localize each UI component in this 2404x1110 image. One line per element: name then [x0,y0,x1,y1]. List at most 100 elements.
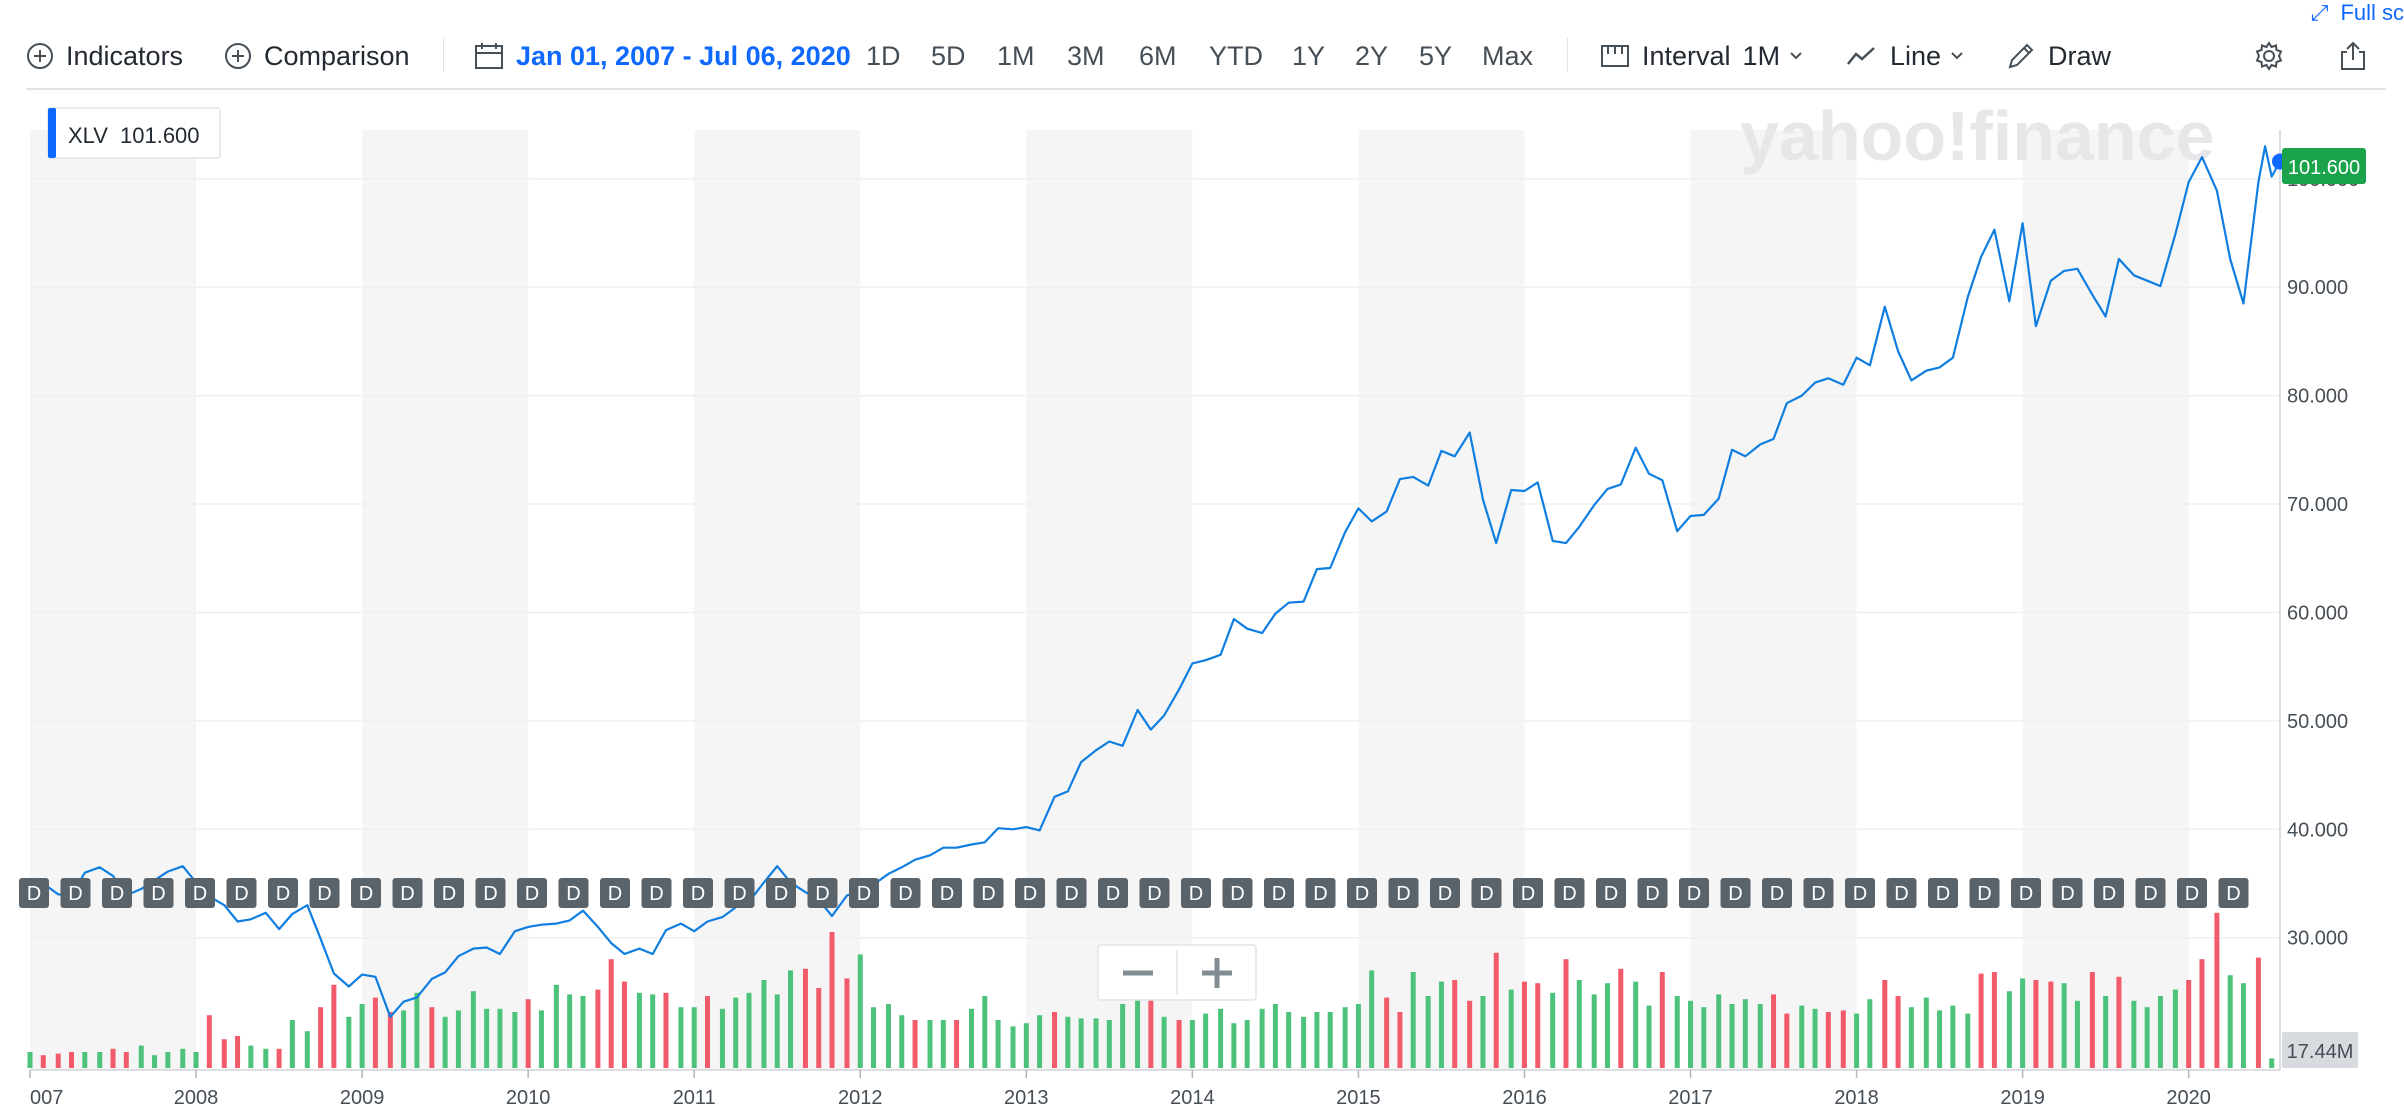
range-max[interactable]: Max [1482,40,1534,71]
volume-bar [995,1020,1001,1068]
volume-bar [525,999,531,1068]
volume-bar [346,1016,352,1068]
volume-bar [1218,1008,1224,1068]
indicators-button[interactable]: Indicators [26,38,183,74]
volume-bar [97,1052,103,1068]
dividend-marker [600,878,630,908]
dividend-marker-label: D [1479,883,1493,905]
dividend-marker [766,878,796,908]
volume-bar [1093,1018,1099,1068]
toolbar-divider-line [26,88,2386,90]
volume-bar [1106,1020,1112,1068]
date-range-picker[interactable]: Jan 01, 2007 - Jul 06, 2020 [474,38,851,74]
volume-bar [1010,1026,1016,1068]
volume-bar [276,1048,282,1068]
dividend-marker [724,878,755,908]
dividend-marker-label: D [1023,883,1037,905]
comparison-button[interactable]: Comparison [224,38,410,74]
share-button[interactable] [2338,38,2368,74]
volume-bar [27,1052,33,1068]
year-band [362,130,529,1070]
price-axis: 100.00090.00080.00070.00060.00050.00040.… [2279,130,2359,1070]
fullscreen-button[interactable]: ⤢ Full sc [2311,0,2404,26]
volume-label: 17.44M [2287,1041,2354,1063]
range-5y[interactable]: 5Y [1419,40,1453,71]
interval-value: 1M [1742,40,1781,71]
year-bands [30,130,2189,1070]
volume-bar [152,1055,158,1068]
dividend-marker-label: D [1064,883,1078,905]
plus-circle-icon [225,43,251,69]
dividend-marker [1347,878,1377,908]
dividend-marker [1845,878,1875,908]
range-1d[interactable]: 1D [866,40,901,71]
toolbar-divider [443,38,444,72]
volume-bar [954,1020,960,1068]
volume-bar [165,1052,171,1068]
volume-bar [719,1008,725,1068]
volume-bar [2214,912,2220,1068]
draw-button[interactable]: Draw [2006,38,2111,74]
volume-bar [123,1052,129,1068]
x-tick-label: 2010 [506,1087,551,1109]
expand-icon: ⤢ [2310,0,2329,25]
range-1y[interactable]: 1Y [1292,40,1326,71]
zoom-out-button[interactable] [1100,947,1176,998]
volume-bar [2199,959,2205,1068]
volume-bar [1023,1023,1029,1068]
volume-bar [1923,997,1929,1068]
dividend-marker-label: D [1728,883,1742,905]
range-5d[interactable]: 5D [931,40,966,71]
volume-bar [470,991,476,1068]
interval-label: Interval [1642,40,1731,71]
volume-bar [1259,1008,1265,1068]
volume-bar [1438,981,1444,1068]
volume-bar [1493,952,1499,1068]
volume-bar [2020,978,2026,1068]
volume-bar [912,1020,918,1068]
dividend-marker-label: D [276,883,290,905]
volume-bar [595,989,601,1068]
range-6m[interactable]: 6M [1139,40,1177,71]
volume-bar [1535,983,1541,1068]
volume-bar [429,1007,435,1068]
volume-bar [829,932,835,1068]
volume-bar [2089,972,2095,1068]
interval-dropdown[interactable]: Interval 1M [1600,38,1804,74]
chart-type-dropdown[interactable]: Line [1846,38,1965,74]
x-tick-label: 2014 [1170,1087,1215,1109]
dividend-marker-label: D [1562,883,1576,905]
range-3m[interactable]: 3M [1067,40,1105,71]
dividend-marker-label: D [359,883,373,905]
chevron-down-icon [1790,52,1802,60]
range-1m[interactable]: 1M [997,40,1035,71]
range-2y[interactable]: 2Y [1355,40,1389,71]
zoom-in-button[interactable] [1178,947,1254,998]
dividend-marker [683,878,713,908]
dividend-marker [2177,878,2207,908]
settings-button[interactable] [2253,38,2285,74]
volume-bar [1314,1012,1320,1068]
dividend-marker [849,878,879,908]
y-tick-label: 80.000 [2287,386,2348,408]
volume-bar [2144,1007,2150,1068]
volume-bar [206,1015,212,1068]
volume-bar [484,1008,490,1068]
dividend-marker-label: D [2102,883,2116,905]
range-ytd[interactable]: YTD [1209,40,1263,71]
volume-bar [2240,983,2246,1068]
volume-bar [969,1008,975,1068]
dividend-marker [1596,878,1626,908]
volume-bar [1978,973,1984,1068]
volume-bar [263,1048,269,1068]
dividend-marker-label: D [1230,883,1244,905]
volume-bar [2116,976,2122,1068]
chevron-down-icon [1951,52,1963,60]
dividend-marker-label: D [1272,883,1286,905]
x-tick-label: 2017 [1668,1087,1713,1109]
price-chart[interactable]: yahoo!finance D D D D D D D D D D D D D D D D D D D D D D D D D D… [0,90,2404,1110]
volume-bar [1452,980,1458,1068]
dividend-marker-label: D [1313,883,1327,905]
dividend-marker-label: D [1853,883,1867,905]
y-tick-label: 40.000 [2287,819,2348,841]
